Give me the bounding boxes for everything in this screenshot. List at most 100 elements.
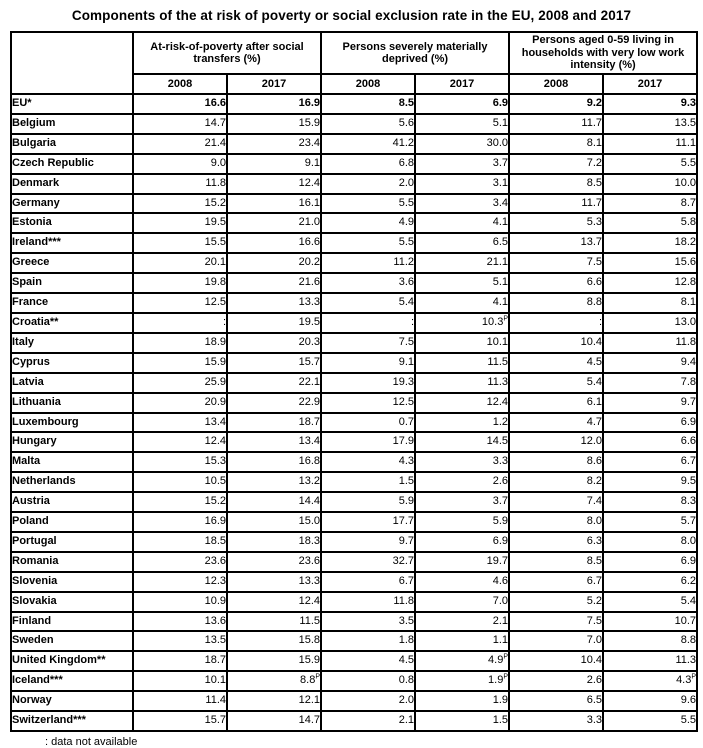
value-cell: 5.5 [602, 710, 699, 732]
table-row: Latvia 25.9 22.1 19.3 11.3 5.4 7.8 [10, 371, 699, 394]
value-cell: : [508, 311, 605, 334]
country-cell: Iceland*** [10, 670, 134, 693]
value-cell: 3.7 [414, 491, 511, 514]
table-row: Estonia 19.5 21.0 4.9 4.1 5.3 5.8 [10, 212, 699, 235]
value-cell: 8.5 [508, 550, 605, 573]
value-cell: 13.6 [132, 610, 228, 633]
value-cell: 8.3 [602, 491, 699, 514]
value-cell: 12.5 [132, 292, 228, 314]
value-cell: 4.5 [320, 650, 417, 673]
poverty-components-table: At-risk-of-poverty after social transfer… [10, 31, 699, 732]
table-row: Slovakia 10.9 12.4 11.8 7.0 5.2 5.4 [10, 590, 699, 613]
table-row: Bulgaria 21.4 23.4 41.2 30.0 8.1 11.1 [10, 132, 699, 155]
year-header: 2017 [414, 73, 511, 95]
value-cell: 12.1 [225, 690, 323, 713]
value-cell: 41.2 [320, 132, 417, 155]
year-header: 2008 [320, 73, 417, 95]
page-title: Components of the at risk of poverty or … [71, 8, 632, 23]
table-row: Greece 20.1 20.2 11.2 21.1 7.5 15.6 [10, 252, 699, 275]
provisional-flag: P [315, 673, 321, 681]
value-cell: 2.0 [320, 172, 417, 195]
value-cell: 6.9 [602, 411, 699, 434]
value-cell: 6.7 [508, 570, 605, 593]
value-cell: 4.3 [320, 451, 417, 474]
country-cell: Luxembourg [10, 411, 134, 434]
value-cell: 17.9 [320, 431, 417, 454]
value-cell: 5.7 [602, 511, 699, 533]
value-cell: 4.3P [602, 670, 699, 693]
country-cell: Finland [10, 610, 134, 633]
value-cell: 13.7 [508, 232, 605, 255]
value-cell: 11.3 [602, 650, 699, 673]
value-cell: 19.5 [132, 212, 228, 235]
column-group-poverty: At-risk-of-poverty after social transfer… [131, 31, 323, 75]
value-cell: 5.5 [320, 192, 417, 215]
value-cell: 11.3 [414, 371, 511, 394]
value-cell: 16.9 [225, 93, 323, 115]
value-cell: 3.5 [320, 610, 417, 633]
value-cell: 30.0 [414, 132, 511, 155]
table-row: Netherlands 10.5 13.2 1.5 2.6 8.2 9.5 [10, 471, 699, 494]
value-cell: 3.4 [414, 192, 511, 215]
value-cell: 9.1 [225, 152, 323, 175]
year-header: 2017 [225, 73, 323, 95]
value-cell: 23.6 [225, 550, 323, 573]
value-cell: 6.6 [508, 272, 605, 295]
table-row: Sweden 13.5 15.8 1.8 1.1 7.0 8.8 [10, 630, 699, 653]
value-cell: 7.4 [508, 491, 605, 514]
value-cell: 11.7 [508, 112, 605, 135]
value-cell: 3.3 [508, 710, 605, 732]
value-cell: 21.6 [225, 272, 323, 295]
value-cell: 8.0 [508, 511, 605, 533]
value-cell: 8.7 [602, 192, 699, 215]
year-header-row: 2008 2017 2008 2017 2008 2017 [11, 73, 699, 95]
value-cell: 10.4 [508, 650, 605, 673]
value-cell: 15.3 [132, 451, 228, 474]
value-cell: 6.7 [602, 451, 699, 474]
value-cell: 5.9 [414, 511, 511, 533]
value-cell: 2.1 [414, 610, 511, 633]
value-cell: 15.9 [225, 650, 323, 673]
value-cell: 21.0 [225, 212, 323, 235]
footnote: : data not available [45, 736, 138, 748]
table-row: Poland 16.9 15.0 17.7 5.9 8.0 5.7 [10, 511, 699, 533]
country-cell: Latvia [10, 371, 134, 394]
value-cell: 15.6 [602, 252, 699, 275]
value-cell: 20.3 [225, 331, 323, 354]
country-cell: Portugal [10, 530, 134, 553]
value-cell: 4.9P [414, 650, 511, 673]
table-row: Portugal 18.5 18.3 9.7 6.9 6.3 8.0 [10, 530, 699, 553]
value-cell: 6.7 [320, 570, 417, 593]
value-cell: 6.5 [508, 690, 605, 713]
value-cell: 4.6 [414, 570, 511, 593]
value-cell: 5.4 [508, 371, 605, 394]
value-cell: 7.0 [414, 590, 511, 613]
value-cell: 5.6 [320, 112, 417, 135]
value-cell: 14.7 [132, 112, 228, 135]
value-cell: : [132, 311, 228, 334]
value-cell: 2.6 [414, 471, 511, 494]
country-cell: Germany [10, 192, 134, 215]
value-cell: 15.2 [132, 192, 228, 215]
value-cell: 9.7 [320, 530, 417, 553]
country-cell: Estonia [10, 212, 134, 235]
value-cell: 11.2 [320, 252, 417, 275]
value-cell: 3.6 [320, 272, 417, 295]
value-cell: 11.8 [132, 172, 228, 195]
value-cell: 20.1 [132, 252, 228, 275]
value-cell: 11.8 [602, 331, 699, 354]
value-cell: 9.0 [132, 152, 228, 175]
value-cell: 15.5 [132, 232, 228, 255]
value-cell: 23.4 [225, 132, 323, 155]
table-row: Switzerland*** 15.7 14.7 2.1 1.5 3.3 5.5 [10, 710, 699, 732]
country-cell: Poland [10, 511, 134, 533]
value-cell: 11.5 [414, 351, 511, 374]
value-cell: 1.8 [320, 630, 417, 653]
table-row: Iceland*** 10.1 8.8P 0.8 1.9P 2.6 4.3P [10, 670, 699, 693]
value-cell: 16.8 [225, 451, 323, 474]
value-cell: 17.7 [320, 511, 417, 533]
value-cell: 3.1 [414, 172, 511, 195]
value-cell: 18.3 [225, 530, 323, 553]
table-row: Croatia**:19.5:10.3P:13.0 [10, 311, 699, 334]
country-cell: Spain [10, 272, 134, 295]
